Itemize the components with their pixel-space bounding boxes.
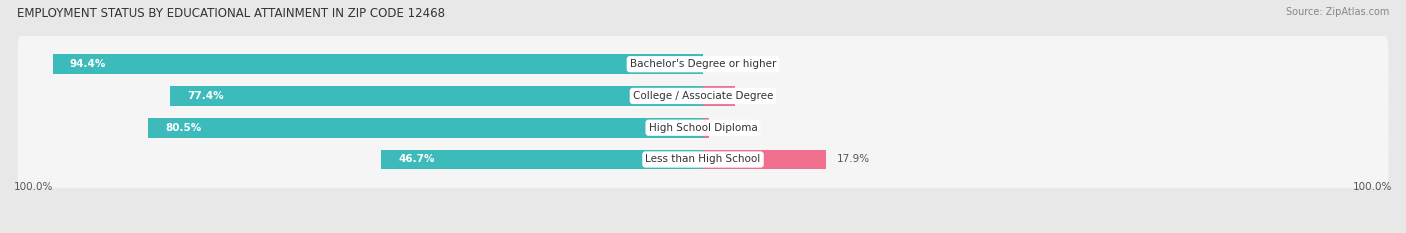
Bar [149, 118, 703, 137]
Text: 94.4%: 94.4% [70, 59, 107, 69]
Text: College / Associate Degree: College / Associate Degree [633, 91, 773, 101]
Bar [52, 54, 703, 74]
Text: 100.0%: 100.0% [1353, 182, 1392, 192]
Text: 17.9%: 17.9% [837, 154, 870, 164]
FancyBboxPatch shape [17, 131, 1389, 188]
Text: 0.9%: 0.9% [720, 123, 747, 133]
Bar [703, 86, 735, 106]
FancyBboxPatch shape [17, 68, 1389, 124]
Text: 0.0%: 0.0% [713, 59, 740, 69]
Bar [170, 86, 703, 106]
FancyBboxPatch shape [17, 99, 1389, 156]
Text: 46.7%: 46.7% [398, 154, 434, 164]
Text: 77.4%: 77.4% [187, 91, 224, 101]
Text: High School Diploma: High School Diploma [648, 123, 758, 133]
Bar [703, 150, 827, 169]
Text: 100.0%: 100.0% [14, 182, 53, 192]
Text: Bachelor's Degree or higher: Bachelor's Degree or higher [630, 59, 776, 69]
FancyBboxPatch shape [17, 36, 1389, 93]
Text: Less than High School: Less than High School [645, 154, 761, 164]
Bar [381, 150, 703, 169]
Text: 80.5%: 80.5% [166, 123, 202, 133]
Text: 4.7%: 4.7% [745, 91, 772, 101]
Bar [703, 118, 709, 137]
Text: Source: ZipAtlas.com: Source: ZipAtlas.com [1285, 7, 1389, 17]
Text: EMPLOYMENT STATUS BY EDUCATIONAL ATTAINMENT IN ZIP CODE 12468: EMPLOYMENT STATUS BY EDUCATIONAL ATTAINM… [17, 7, 444, 20]
